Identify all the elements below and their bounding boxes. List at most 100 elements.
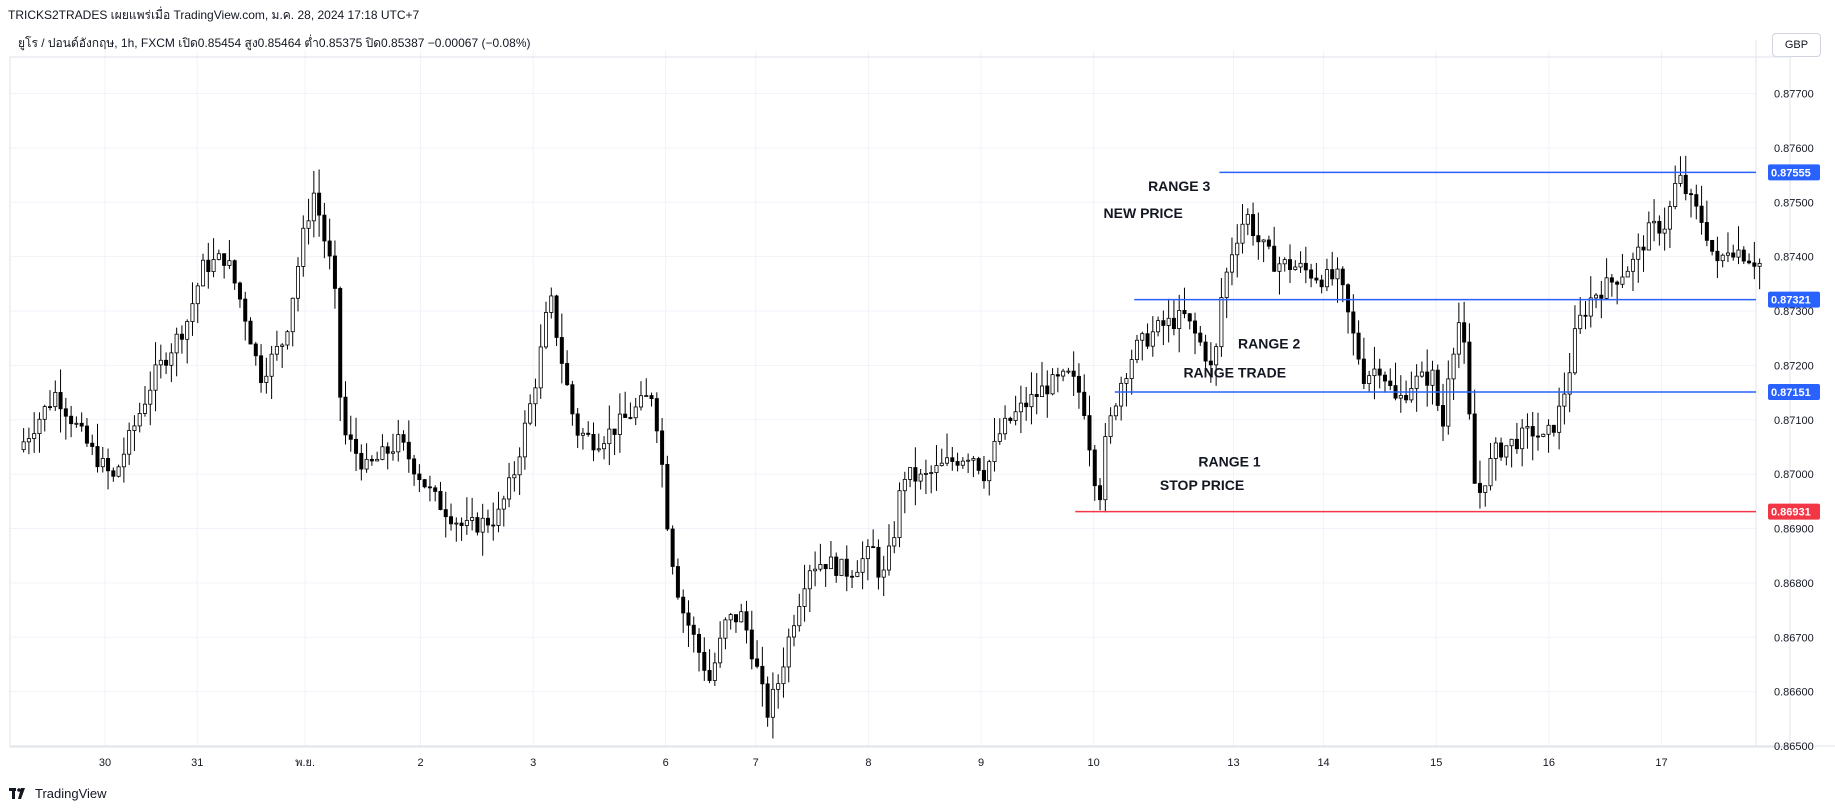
candle: [42, 404, 47, 432]
currency-button[interactable]: GBP: [1772, 33, 1821, 57]
candle-body: [1082, 391, 1087, 416]
candle-body: [1087, 415, 1092, 451]
candle: [1330, 251, 1335, 286]
candle-body: [79, 422, 84, 427]
candle: [396, 419, 401, 462]
candle-body: [348, 434, 353, 440]
candle: [507, 462, 512, 508]
candle: [886, 524, 891, 576]
candle: [1198, 325, 1203, 346]
candle: [1446, 360, 1451, 435]
candle-body: [755, 658, 760, 667]
candle-body: [765, 683, 770, 718]
candle-body: [712, 662, 717, 681]
candle-body: [491, 524, 496, 527]
candle-body: [1625, 270, 1630, 278]
candle-body: [786, 636, 791, 668]
x-tick-label: 15: [1430, 757, 1442, 769]
candle: [565, 350, 570, 386]
candle: [248, 317, 253, 345]
candle-body: [496, 508, 501, 526]
candle: [971, 455, 976, 478]
candle: [201, 253, 206, 287]
candle-body: [470, 517, 475, 521]
candle: [686, 600, 691, 648]
candle-body: [1588, 297, 1593, 317]
range-3-top-price-label: 0.87555: [1771, 167, 1811, 179]
candle-body: [369, 458, 374, 462]
candle-body: [385, 446, 390, 454]
candle-body: [950, 457, 955, 462]
candle-body: [1229, 254, 1234, 273]
candle: [1456, 302, 1461, 369]
stop-level[interactable]: 0.86931: [1075, 503, 1820, 520]
candle-body: [1177, 310, 1182, 330]
price-chart[interactable]: 0.87555 0.87321 0.87151 0.86931 RANGE 3 NEW …: [0, 0, 1835, 780]
candle: [855, 560, 860, 578]
candle: [1462, 301, 1467, 364]
candle-body: [580, 432, 585, 436]
candle: [939, 448, 944, 467]
candle: [116, 464, 121, 478]
candle-body: [1045, 385, 1050, 395]
candle-body: [1314, 277, 1319, 281]
candle-body: [327, 240, 332, 257]
candle-body: [1134, 339, 1139, 360]
candle-body: [1203, 341, 1208, 362]
candle-body: [522, 422, 527, 458]
candle-body: [1208, 360, 1213, 366]
range-3-top[interactable]: 0.87555: [1219, 164, 1820, 181]
candle-body: [1725, 252, 1730, 256]
candle: [501, 495, 506, 527]
candle: [997, 418, 1002, 445]
candle: [1536, 412, 1541, 451]
range-2-top[interactable]: 0.87321: [1134, 291, 1820, 308]
candle-body: [1050, 374, 1055, 395]
range-1-top[interactable]: 0.87151: [1114, 384, 1820, 401]
candle: [1419, 361, 1424, 378]
y-tick-label: 0.87700: [1774, 89, 1814, 101]
price-axis: 0.87700 0.87600 0.87500 0.87400 0.87300 0.872…: [1774, 89, 1814, 754]
range-1-top-price-label: 0.87151: [1771, 387, 1811, 399]
y-tick-label: 0.86700: [1774, 632, 1814, 644]
candle: [470, 497, 475, 531]
candle-body: [443, 509, 448, 518]
candle: [1240, 204, 1245, 254]
candle-body: [1119, 382, 1124, 407]
candle-body: [1256, 235, 1261, 243]
candle: [902, 471, 907, 514]
candle-body: [169, 352, 174, 366]
candle: [528, 394, 533, 426]
candle-body: [1472, 413, 1477, 484]
stop-level-price-tag: [1768, 503, 1820, 520]
candle: [1055, 367, 1060, 393]
candle: [1261, 239, 1266, 263]
candle: [1741, 246, 1746, 264]
candle: [1187, 313, 1192, 330]
candle: [1124, 373, 1129, 407]
candle: [148, 371, 153, 426]
candle: [1609, 274, 1614, 297]
candle-body: [1377, 368, 1382, 376]
candle-body: [892, 537, 897, 547]
candle: [1309, 263, 1314, 288]
candle: [63, 397, 68, 440]
candle-body: [1430, 369, 1435, 386]
candle-body: [728, 614, 733, 621]
candle: [1377, 358, 1382, 389]
candle-body: [559, 337, 564, 364]
candle-body: [1414, 375, 1419, 389]
candle-body: [902, 479, 907, 492]
candle-body: [84, 425, 89, 444]
candle: [37, 412, 42, 453]
candle: [1567, 352, 1572, 413]
candle-body: [396, 434, 401, 453]
candle: [1704, 200, 1709, 247]
candle-body: [1129, 359, 1134, 379]
candle-body: [153, 364, 158, 391]
candle: [992, 418, 997, 472]
candle: [522, 410, 527, 470]
candle: [945, 433, 950, 467]
candle: [612, 428, 617, 456]
candle-body: [844, 558, 849, 577]
